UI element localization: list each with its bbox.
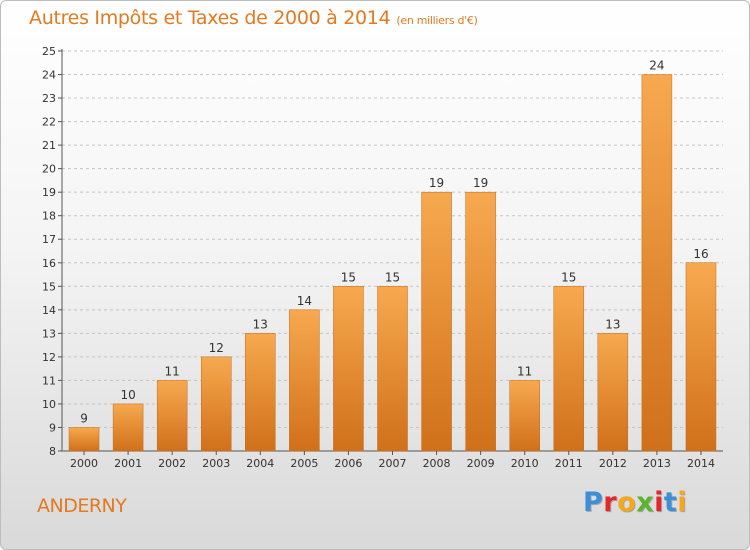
x-tick-label-2004: 2004: [246, 457, 274, 470]
y-axis-ticks: 8 9 10 11 12 13 14 15 16 17 18 19 20 21 22 23 24 25: [42, 45, 62, 458]
bars: [68, 74, 717, 452]
x-tick-label-2002: 2002: [158, 457, 186, 470]
x-axis-ticks: 2000 2001 2002 2003 2004 2005 2006 2007 2008 2009…: [70, 451, 715, 470]
y-tick-label: 15: [42, 280, 56, 293]
logo-letter: t: [663, 487, 678, 518]
y-tick-label: 20: [42, 163, 56, 176]
chart-title: Autres Impôts et Taxes de 2000 à 2014 (en…: [29, 7, 478, 29]
x-tick-label-2009: 2009: [467, 457, 495, 470]
x-tick-label-2001: 2001: [114, 457, 142, 470]
bar-2003: [200, 356, 232, 452]
y-tick-label: 12: [42, 351, 56, 364]
logo-letter: i: [654, 487, 664, 518]
data-label-2009: 19: [473, 176, 488, 190]
bar-2004: [245, 333, 276, 452]
proxiti-logo[interactable]: Proxiti: [583, 487, 687, 518]
y-tick-label: 18: [42, 210, 56, 223]
bar-2010: [509, 380, 540, 452]
x-tick-label-2008: 2008: [423, 457, 451, 470]
bar-2002: [156, 380, 188, 452]
y-tick-label: 22: [42, 116, 56, 129]
data-label-2014: 16: [693, 247, 708, 261]
logo-letter: r: [603, 487, 618, 518]
y-tick-label: 25: [42, 45, 56, 58]
data-label-2013: 24: [649, 59, 664, 73]
data-label-2000: 9: [80, 411, 88, 425]
bar-2011: [553, 286, 585, 452]
y-tick-label: 11: [42, 374, 56, 387]
bar-2008: [421, 191, 452, 452]
data-label-2008: 19: [429, 176, 444, 190]
data-label-2002: 11: [165, 364, 180, 378]
data-label-2011: 15: [561, 270, 576, 284]
bar-2013: [641, 74, 673, 452]
x-tick-label-2005: 2005: [290, 457, 318, 470]
data-label-2004: 13: [253, 317, 268, 331]
x-tick-label-2013: 2013: [643, 457, 671, 470]
data-label-2010: 11: [517, 364, 532, 378]
y-tick-label: 13: [42, 327, 56, 340]
y-tick-label: 21: [42, 139, 56, 152]
x-tick-label-2010: 2010: [511, 457, 539, 470]
x-tick-label-2000: 2000: [70, 457, 98, 470]
chart-subtitle: (en milliers d'€): [396, 14, 478, 27]
x-tick-label-2007: 2007: [379, 457, 407, 470]
logo-letter: o: [617, 487, 637, 518]
logo-letter: P: [583, 487, 604, 518]
y-tick-label: 14: [42, 304, 56, 317]
bar-2014: [685, 262, 717, 452]
y-tick-label: 23: [42, 92, 56, 105]
y-tick-label: 16: [42, 257, 56, 270]
bar-2000: [68, 427, 100, 452]
logo-letter: i: [677, 487, 688, 518]
x-tick-label-2011: 2011: [555, 457, 583, 470]
chart-title-text: Autres Impôts et Taxes de 2000 à 2014: [29, 7, 391, 29]
x-tick-label-2003: 2003: [202, 457, 230, 470]
bar-2007: [377, 286, 408, 452]
bar-2009: [465, 191, 496, 452]
x-tick-label-2012: 2012: [599, 457, 627, 470]
x-tick-label-2006: 2006: [334, 457, 362, 470]
y-tick-label: 8: [49, 445, 56, 458]
data-label-2003: 12: [209, 341, 224, 355]
bar-2012: [597, 333, 629, 452]
bar-2006: [333, 286, 364, 452]
y-tick-label: 19: [42, 186, 56, 199]
y-tick-label: 9: [49, 421, 56, 434]
x-tick-label-2014: 2014: [687, 457, 715, 470]
y-tick-label: 24: [42, 69, 56, 82]
data-label-2006: 15: [341, 270, 356, 284]
data-label-2012: 13: [605, 317, 620, 331]
data-label-2007: 15: [385, 270, 400, 284]
data-labels: 9 10 11 12 13 14 15 15 19 19 11 15 13 24 16: [80, 59, 708, 426]
logo-letter: x: [636, 487, 655, 518]
bar-2001: [112, 403, 144, 452]
bar-2005: [289, 309, 320, 452]
data-label-2001: 10: [120, 388, 135, 402]
data-label-2005: 14: [297, 294, 312, 308]
y-tick-label: 17: [42, 233, 56, 246]
y-tick-label: 10: [42, 398, 56, 411]
city-name: ANDERNY: [37, 495, 127, 517]
